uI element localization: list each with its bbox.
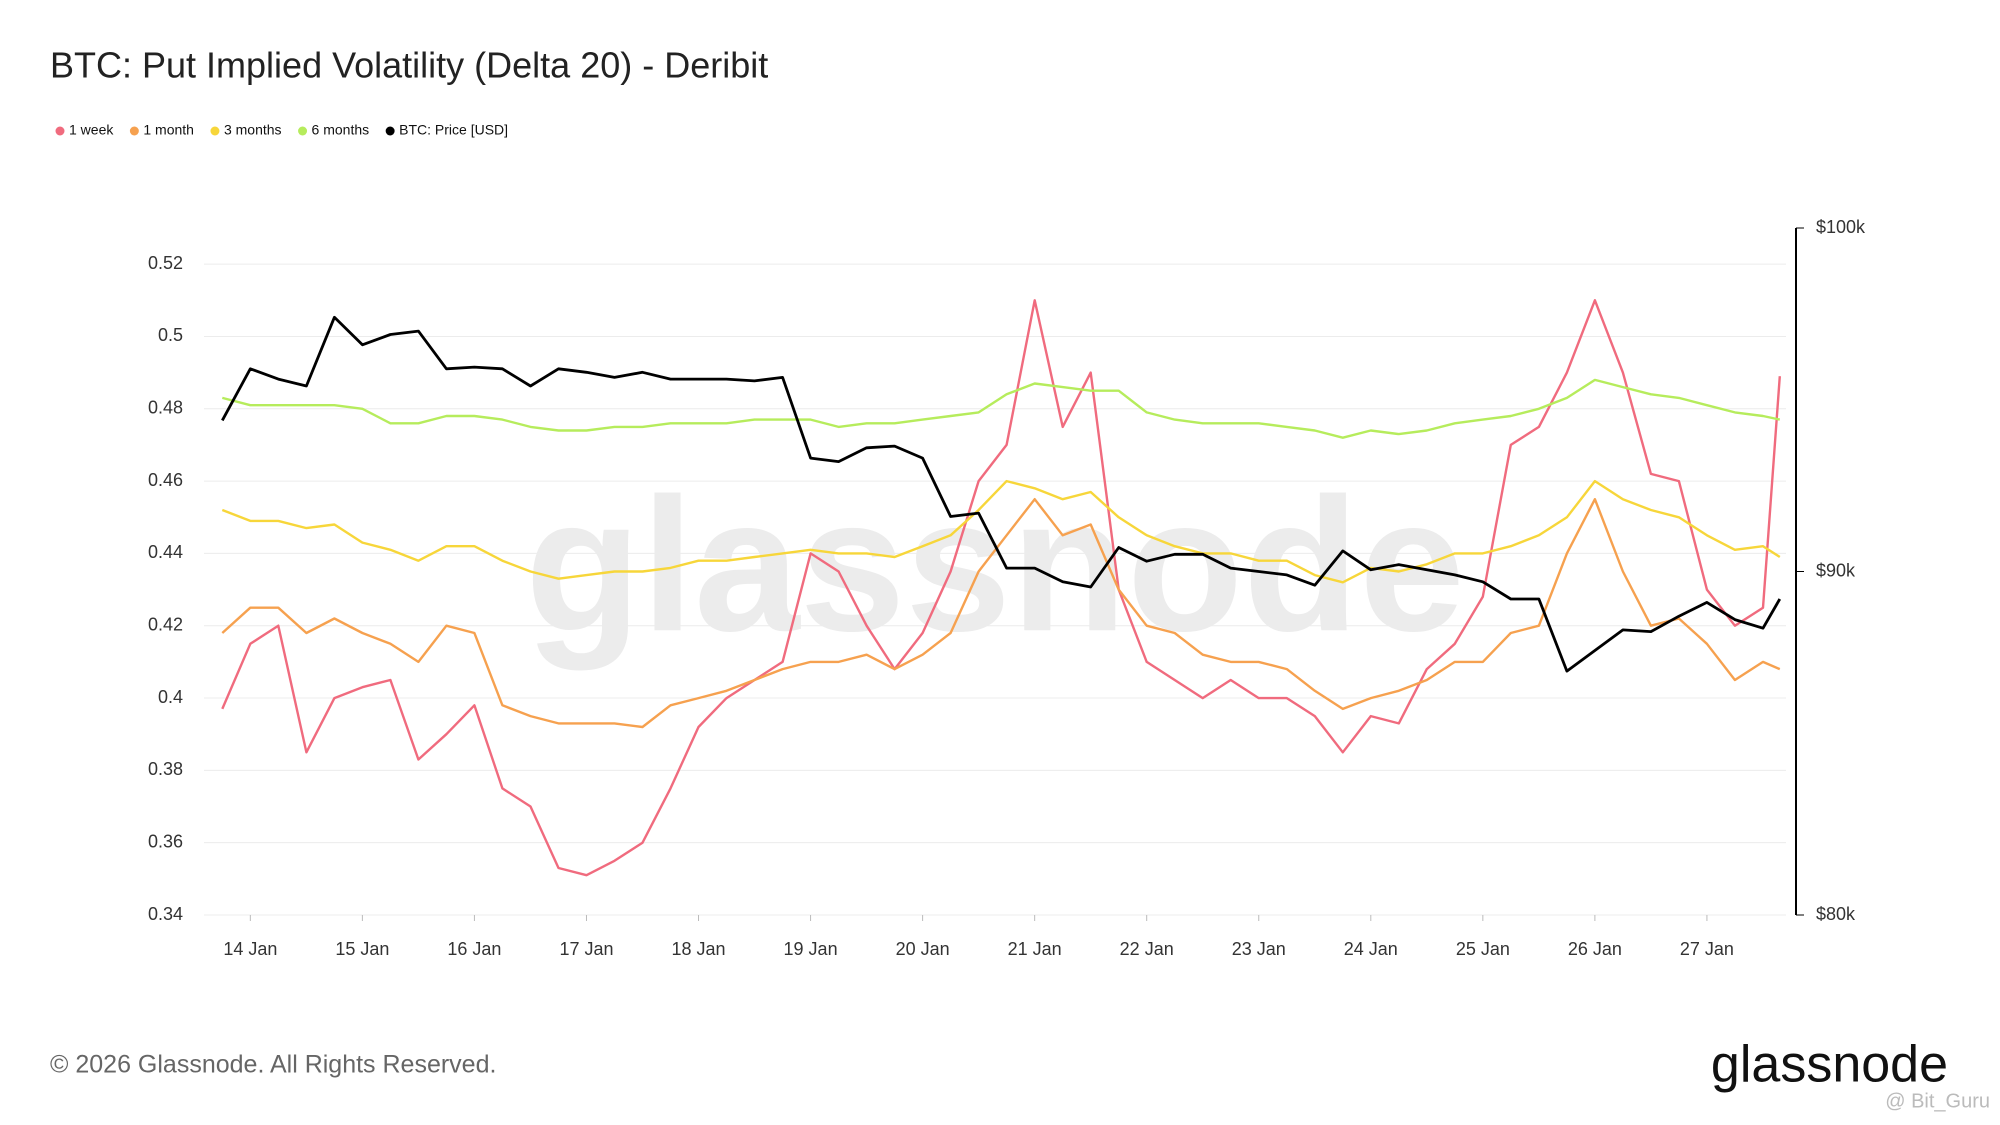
y-tick-label: 0.5 <box>158 325 183 345</box>
y2-tick-label: $100k <box>1816 217 1866 237</box>
x-tick-label: 14 Jan <box>223 939 277 959</box>
legend-marker <box>385 126 395 136</box>
y2-tick-label: $80k <box>1816 904 1856 924</box>
legend-marker <box>210 126 220 136</box>
x-tick-label: 26 Jan <box>1568 939 1622 959</box>
legend-label: BTC: Price [USD] <box>399 122 508 138</box>
x-tick-label: 23 Jan <box>1232 939 1286 959</box>
x-tick-label: 24 Jan <box>1344 939 1398 959</box>
x-tick-label: 20 Jan <box>896 939 950 959</box>
legend-marker <box>298 126 308 136</box>
legend-item: 3 months <box>210 122 282 138</box>
legend-item: 1 month <box>129 122 194 138</box>
y-tick-label: 0.34 <box>148 904 183 924</box>
x-tick-label: 15 Jan <box>335 939 389 959</box>
x-tick-label: 19 Jan <box>784 939 838 959</box>
x-tick-label: 17 Jan <box>559 939 613 959</box>
legend-marker <box>55 126 65 136</box>
x-tick-label: 18 Jan <box>671 939 725 959</box>
y-tick-label: 0.42 <box>148 614 183 634</box>
legend-item: 1 week <box>55 122 114 138</box>
series-line <box>221 299 1781 877</box>
y-tick-label: 0.46 <box>148 470 183 490</box>
legend-label: 1 month <box>143 122 194 138</box>
x-tick-label: 16 Jan <box>447 939 501 959</box>
x-tick-label: 25 Jan <box>1456 939 1510 959</box>
y-tick-label: 0.44 <box>148 542 183 562</box>
series-line <box>221 315 1782 673</box>
y-tick-label: 0.38 <box>148 759 183 779</box>
x-tick-label: 22 Jan <box>1120 939 1174 959</box>
legend-marker <box>129 126 139 136</box>
y2-tick-label: $90k <box>1816 560 1856 580</box>
legend-item: BTC: Price [USD] <box>385 122 508 138</box>
legend-item: 6 months <box>298 122 369 138</box>
footer: © 2026 Glassnode. All Rights Reserved. <box>50 1051 496 1079</box>
brand-logo: glassnode <box>1711 1036 1948 1094</box>
legend-label: 3 months <box>224 122 282 138</box>
y-tick-label: 0.4 <box>158 687 183 707</box>
y-tick-label: 0.48 <box>148 398 183 418</box>
watermark: glassnode <box>525 459 1465 671</box>
y-tick-label: 0.52 <box>148 253 183 273</box>
x-tick-label: 27 Jan <box>1680 939 1734 959</box>
x-tick-label: 21 Jan <box>1008 939 1062 959</box>
credit: @ Bit_Guru <box>1885 1090 1990 1112</box>
legend-label: 6 months <box>312 122 370 138</box>
series-line <box>221 498 1781 729</box>
series-line <box>221 479 1781 584</box>
legend-label: 1 week <box>69 122 114 138</box>
series-line <box>221 378 1781 439</box>
y-tick-label: 0.36 <box>148 831 183 851</box>
chart-title: BTC: Put Implied Volatility (Delta 20) -… <box>50 45 768 86</box>
